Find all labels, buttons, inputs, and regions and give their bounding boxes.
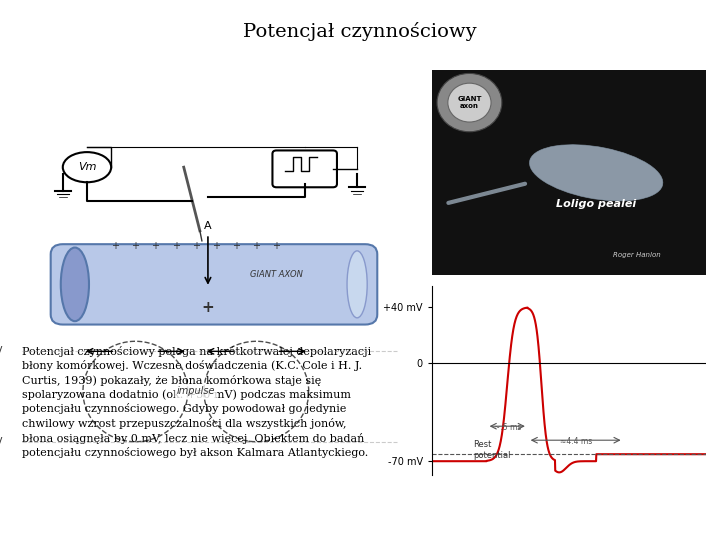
Text: ≈4.4 ms: ≈4.4 ms bbox=[559, 437, 592, 447]
Text: Potencjał czynnościowy: Potencjał czynnościowy bbox=[243, 22, 477, 40]
Circle shape bbox=[448, 83, 491, 122]
Ellipse shape bbox=[529, 145, 663, 201]
Text: Loligo pealei: Loligo pealei bbox=[569, 297, 650, 310]
Text: Vm: Vm bbox=[78, 162, 96, 172]
Text: Kalmar Atlantycki: Kalmar Atlantycki bbox=[446, 297, 569, 310]
Text: ~.5 ms: ~.5 ms bbox=[493, 423, 521, 433]
FancyBboxPatch shape bbox=[50, 244, 377, 325]
Text: +: + bbox=[111, 241, 120, 251]
Text: Potencjał czynnościowy polega na krótkotrwałej depolaryzacji
błony komórkowej. W: Potencjał czynnościowy polega na krótkot… bbox=[22, 346, 371, 458]
Text: A: A bbox=[204, 221, 212, 231]
Ellipse shape bbox=[347, 251, 367, 318]
Text: +: + bbox=[232, 241, 240, 251]
Ellipse shape bbox=[63, 152, 111, 183]
Text: +: + bbox=[212, 241, 220, 251]
Circle shape bbox=[437, 73, 502, 132]
Text: GIANT
axon: GIANT axon bbox=[457, 96, 482, 109]
Text: impulse: impulse bbox=[176, 387, 215, 396]
Text: +: + bbox=[202, 300, 215, 315]
Text: - 75 mV: - 75 mV bbox=[0, 437, 2, 447]
Text: +: + bbox=[252, 241, 261, 251]
Text: Rest
potential: Rest potential bbox=[473, 440, 510, 460]
FancyBboxPatch shape bbox=[272, 151, 337, 187]
Text: +: + bbox=[192, 241, 200, 251]
Text: +: + bbox=[171, 241, 180, 251]
Text: +: + bbox=[272, 241, 281, 251]
Text: Roger Hanlon: Roger Hanlon bbox=[613, 252, 661, 258]
Ellipse shape bbox=[60, 247, 89, 321]
Text: 0 mV: 0 mV bbox=[0, 346, 2, 356]
Text: Loligo pealei: Loligo pealei bbox=[556, 199, 636, 208]
FancyArrowPatch shape bbox=[449, 184, 525, 203]
Text: +: + bbox=[131, 241, 140, 251]
Text: GIANT AXON: GIANT AXON bbox=[250, 270, 303, 279]
Text: +: + bbox=[151, 241, 160, 251]
